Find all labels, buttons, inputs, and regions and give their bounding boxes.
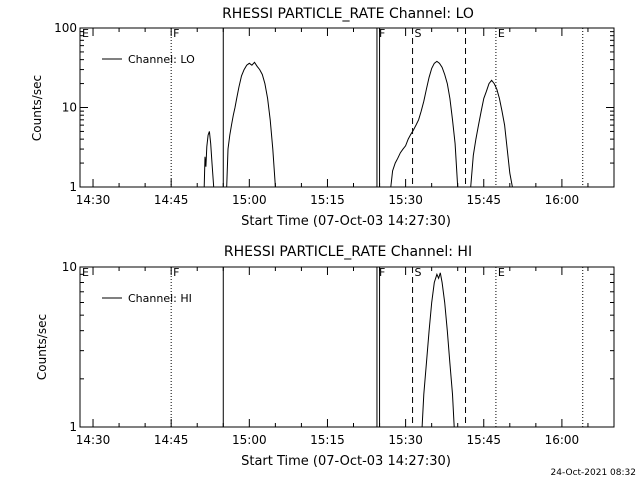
marker-label: E bbox=[498, 27, 505, 40]
y-axis-label: Counts/sec bbox=[30, 75, 44, 141]
legend-label: Channel: HI bbox=[128, 292, 192, 305]
y-tick-label: 10 bbox=[62, 101, 77, 115]
x-axis-label: Start Time (07-Oct-03 14:27:30) bbox=[241, 454, 451, 469]
footer-timestamp: 24-Oct-2021 08:32 bbox=[551, 468, 636, 478]
chart-lo-panel: RHESSI PARTICLE_RATE Channel: LO Counts/… bbox=[30, 6, 615, 229]
chart-title: RHESSI PARTICLE_RATE Channel: HI bbox=[224, 244, 472, 260]
marker-label: S bbox=[415, 266, 422, 279]
marker-label: E bbox=[82, 27, 89, 40]
x-tick-label: 15:00 bbox=[232, 193, 267, 207]
series-line bbox=[203, 60, 513, 188]
x-tick-label: 15:15 bbox=[310, 433, 345, 447]
marker-label: F bbox=[173, 27, 179, 40]
x-tick-label: 15:15 bbox=[310, 193, 345, 207]
plot-area-hi: E F F S E 14:30 14:45 15:00 15:15 15:30 15:45 16:00… bbox=[62, 260, 615, 447]
y-tick-label: 10 bbox=[62, 260, 77, 274]
x-tick-label: 15:45 bbox=[466, 433, 501, 447]
marker-label: F bbox=[379, 27, 385, 40]
x-tick-label: 14:30 bbox=[76, 433, 111, 447]
x-tick-label: 14:30 bbox=[76, 193, 111, 207]
y-tick-label: 1 bbox=[69, 420, 77, 434]
chart-title: RHESSI PARTICLE_RATE Channel: LO bbox=[222, 6, 474, 22]
marker-label: S bbox=[415, 27, 422, 40]
x-axis-label: Start Time (07-Oct-03 14:27:30) bbox=[241, 214, 451, 229]
marker-label: F bbox=[379, 266, 385, 279]
marker-label: E bbox=[498, 266, 505, 279]
x-tick-label: 14:45 bbox=[154, 433, 189, 447]
x-tick-label: 15:30 bbox=[388, 193, 423, 207]
plot-area-lo: E F F S E 14:30 14:45 15:00 15:15 15:30 15:45 16:00… bbox=[54, 21, 615, 207]
chart-hi-panel: RHESSI PARTICLE_RATE Channel: HI Counts/… bbox=[35, 244, 615, 469]
series-line bbox=[421, 272, 455, 428]
x-tick-label: 16:00 bbox=[545, 433, 580, 447]
x-tick-label: 15:30 bbox=[388, 433, 423, 447]
x-tick-label: 15:45 bbox=[466, 193, 501, 207]
axes-frame bbox=[79, 266, 615, 428]
x-tick-label: 16:00 bbox=[545, 193, 580, 207]
y-tick-label: 1 bbox=[69, 180, 77, 194]
marker-label: F bbox=[173, 266, 179, 279]
legend-label: Channel: LO bbox=[128, 53, 195, 66]
marker-label: E bbox=[82, 266, 89, 279]
y-tick-label: 100 bbox=[54, 21, 77, 35]
y-axis-label: Counts/sec bbox=[35, 314, 49, 380]
x-tick-label: 14:45 bbox=[154, 193, 189, 207]
x-tick-label: 15:00 bbox=[232, 433, 267, 447]
